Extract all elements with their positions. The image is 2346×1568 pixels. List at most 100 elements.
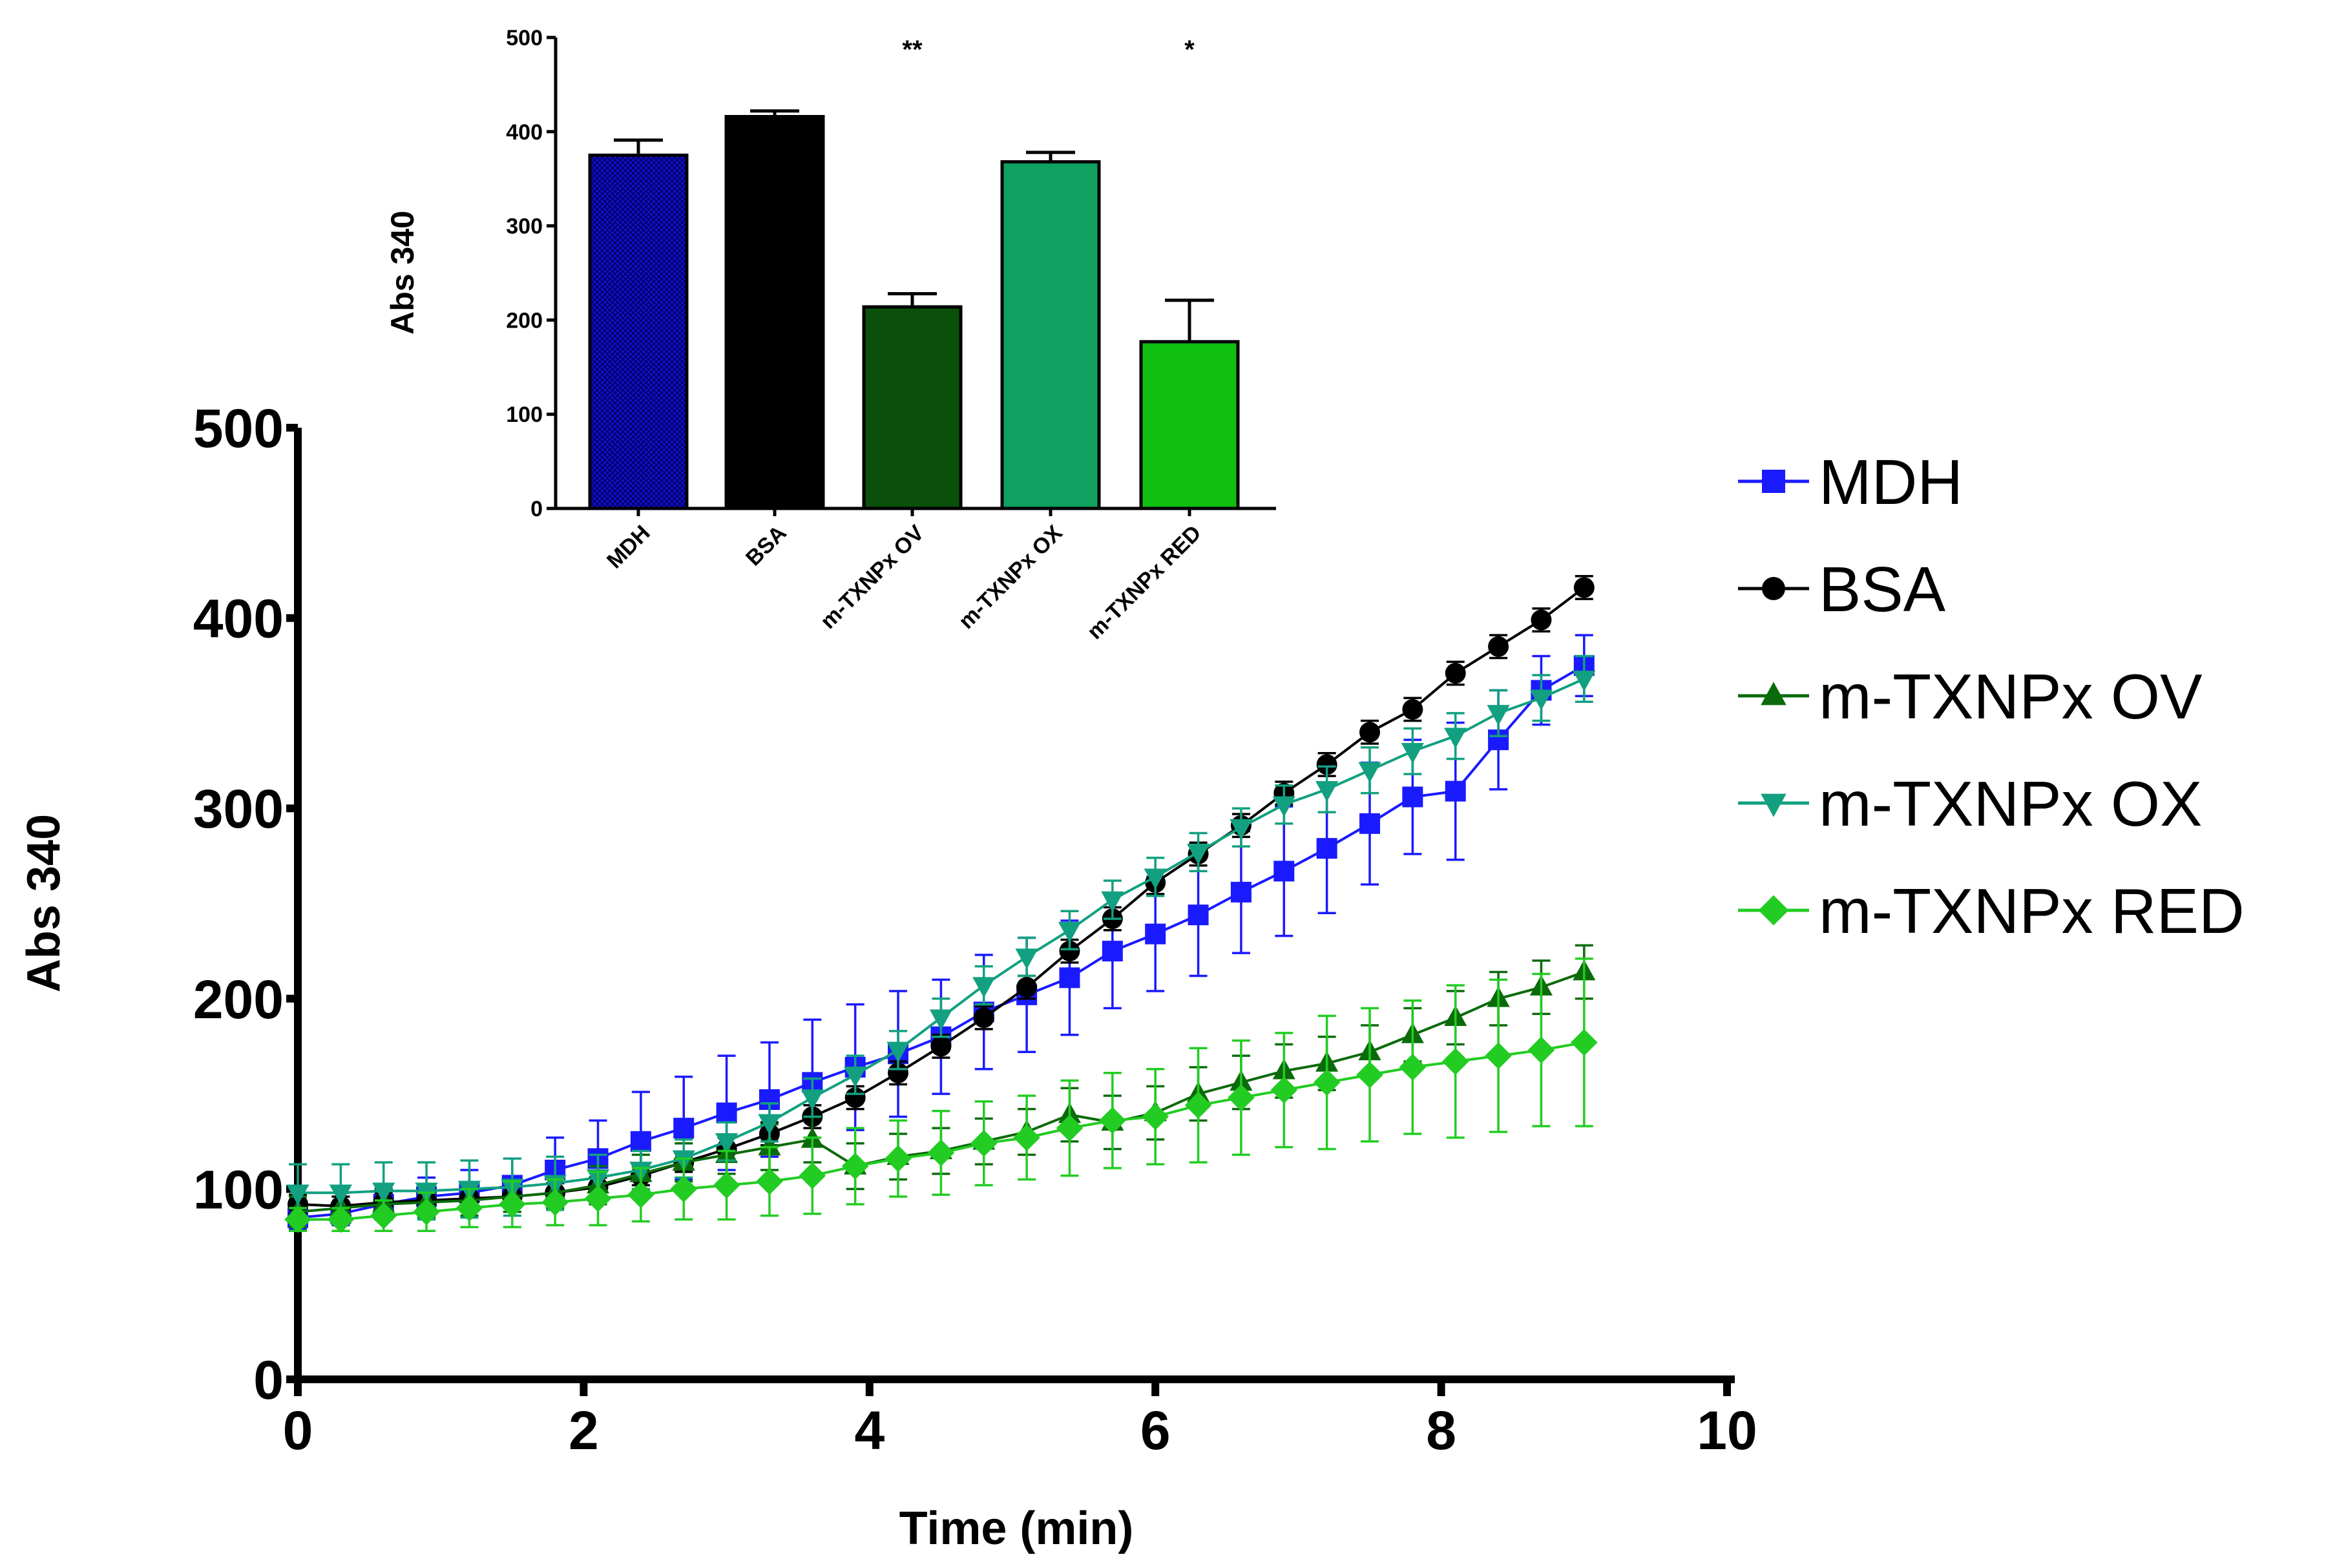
data-point — [1058, 921, 1082, 943]
data-point — [329, 1184, 352, 1206]
data-point — [1401, 743, 1424, 764]
inset-category-label: MDH — [602, 521, 655, 574]
data-point — [1056, 1114, 1084, 1142]
main-y-tick-label: 300 — [193, 779, 284, 839]
data-point — [973, 1007, 994, 1029]
data-point — [1142, 1103, 1169, 1131]
main-x-ticks: 0 2 4 6 8 10 — [283, 1379, 1757, 1461]
data-point — [1016, 977, 1038, 998]
legend-label: BSA — [1819, 554, 1946, 625]
main-y-tick-label: 0 — [253, 1350, 284, 1410]
bar-m-txnpx-ox — [1000, 151, 1101, 510]
data-point — [1444, 727, 1467, 749]
data-point — [715, 1133, 738, 1154]
data-point — [1273, 861, 1295, 882]
main-x-tick-label: 4 — [854, 1400, 885, 1461]
data-point — [1488, 636, 1509, 657]
data-point — [1485, 1042, 1512, 1069]
bar-error-bar — [614, 138, 663, 156]
data-point — [1184, 1091, 1212, 1119]
series-m-txnpx-red — [284, 957, 1598, 1233]
data-point — [844, 1087, 866, 1108]
data-point — [799, 1162, 826, 1189]
data-point — [758, 1134, 781, 1156]
main-series — [284, 575, 1598, 1233]
legend-label: m-TXNPx RED — [1819, 875, 2245, 946]
data-point — [1272, 796, 1295, 817]
data-point — [1359, 722, 1380, 743]
data-point — [970, 1129, 998, 1157]
data-point — [1399, 1054, 1427, 1081]
legend-swatch — [1738, 577, 1809, 600]
data-point — [1445, 780, 1466, 802]
main-x-tick-label: 6 — [1140, 1400, 1171, 1461]
data-point — [1358, 762, 1381, 783]
data-point — [801, 1089, 824, 1111]
inset-y-tick-label: 200 — [506, 308, 543, 333]
data-point — [1145, 923, 1166, 945]
bar-m-txnpx-ov — [862, 292, 963, 510]
bar-mdh — [588, 138, 689, 510]
inset-y-tick-label: 100 — [506, 402, 543, 427]
data-point — [286, 1184, 309, 1206]
data-point — [1144, 868, 1167, 890]
main-y-ticks: 0 100 200 300 400 500 — [193, 398, 298, 1410]
inset-y-axis-title: Abs 340 — [384, 211, 421, 335]
data-point — [930, 1036, 952, 1057]
data-point — [1527, 1036, 1555, 1064]
data-point — [670, 1175, 698, 1203]
bar-error-bar — [888, 292, 937, 307]
data-point — [1101, 891, 1124, 912]
legend-swatch — [1738, 470, 1809, 493]
data-point — [1356, 1061, 1383, 1089]
legend-item-m-txnpx-red: m-TXNPx RED — [1738, 875, 2245, 946]
bar-bsa — [724, 109, 825, 510]
legend-swatch — [1738, 793, 1809, 817]
inset-bars — [588, 109, 1240, 510]
legend-label: m-TXNPx OV — [1819, 661, 2202, 732]
data-point — [886, 1041, 910, 1063]
data-point — [844, 1066, 867, 1087]
main-x-tick-label: 10 — [1697, 1400, 1757, 1461]
legend-item-bsa: BSA — [1738, 554, 1946, 625]
inset-category-label: m-TXNPx OV — [815, 521, 928, 634]
data-point — [541, 1189, 569, 1216]
data-point — [1099, 1107, 1126, 1134]
legend-label: MDH — [1819, 446, 1963, 517]
data-point — [841, 1153, 869, 1180]
legend-item-mdh: MDH — [1738, 446, 1963, 517]
data-point — [1313, 1069, 1341, 1096]
data-point — [1571, 1029, 1598, 1056]
main-x-tick-label: 8 — [1426, 1400, 1456, 1461]
data-point — [713, 1171, 740, 1199]
data-point — [885, 1145, 912, 1173]
data-point — [370, 1202, 397, 1229]
legend-item-m-txnpx-ox: m-TXNPx OX — [1738, 768, 2202, 839]
legend-swatch — [1738, 682, 1809, 706]
legend: MDH BSA m-TXNPx OV m-TXNPx OX m-TXNPx RE… — [1738, 446, 2245, 946]
main-y-axis-title: Abs 340 — [18, 814, 70, 992]
main-x-tick-label: 2 — [569, 1400, 599, 1461]
main-y-tick-label: 200 — [193, 969, 284, 1030]
main-chart: 0 100 200 300 400 500 0 2 4 6 8 10 Time (min) Abs … — [18, 398, 1757, 1554]
data-point — [1015, 948, 1038, 970]
data-point — [759, 1089, 780, 1110]
inset-y-tick-label: 0 — [530, 497, 543, 521]
data-point — [1315, 780, 1339, 802]
data-point — [499, 1191, 526, 1218]
main-y-tick-label: 400 — [193, 589, 284, 649]
legend-swatch — [1738, 895, 1809, 926]
legend-label: m-TXNPx OX — [1819, 768, 2202, 839]
data-point — [758, 1114, 781, 1135]
legend-item-m-txnpx-ov: m-TXNPx OV — [1738, 661, 2202, 732]
data-point — [372, 1182, 395, 1204]
data-point — [1059, 967, 1080, 988]
data-point — [1402, 786, 1423, 808]
data-point — [1529, 689, 1553, 711]
data-point — [1316, 754, 1337, 775]
main-y-tick-label: 500 — [193, 398, 284, 459]
significance-mark: * — [1184, 36, 1195, 64]
